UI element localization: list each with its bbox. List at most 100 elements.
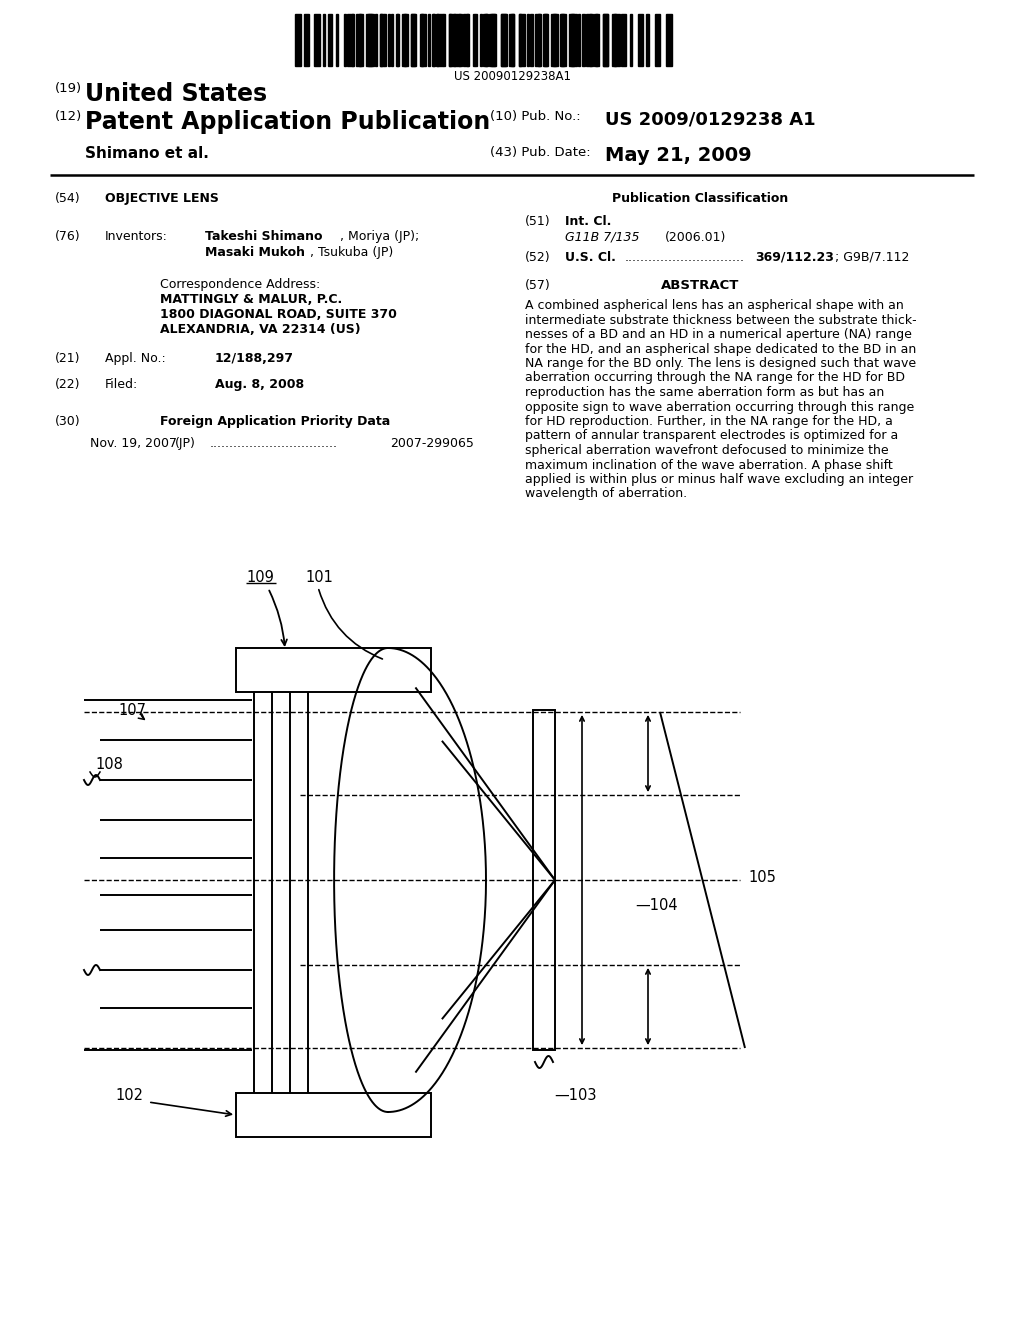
Bar	[421, 15, 423, 66]
Bar	[630, 15, 632, 66]
Bar	[570, 15, 577, 66]
Text: nesses of a BD and an HD in a numerical aperture (NA) range: nesses of a BD and an HD in a numerical …	[525, 327, 912, 341]
Text: 12/188,297: 12/188,297	[215, 352, 294, 366]
Bar	[638, 15, 642, 66]
Text: opposite sign to wave aberration occurring through this range: opposite sign to wave aberration occurri…	[525, 400, 914, 413]
Text: Patent Application Publication: Patent Application Publication	[85, 110, 490, 135]
Text: , Tsukuba (JP): , Tsukuba (JP)	[310, 246, 393, 259]
Bar	[603, 15, 608, 66]
Text: Appl. No.:: Appl. No.:	[105, 352, 166, 366]
Bar	[560, 15, 565, 66]
Bar	[543, 15, 548, 66]
Bar	[295, 15, 301, 66]
Text: (43) Pub. Date:: (43) Pub. Date:	[490, 147, 591, 158]
Bar	[621, 15, 626, 66]
Bar	[518, 15, 520, 66]
Text: maximum inclination of the wave aberration. A phase shift: maximum inclination of the wave aberrati…	[525, 458, 893, 471]
Bar	[596, 15, 598, 66]
Bar	[336, 15, 338, 66]
Text: 2007-299065: 2007-299065	[390, 437, 474, 450]
Bar	[454, 15, 460, 66]
Text: NA range for the BD only. The lens is designed such that wave: NA range for the BD only. The lens is de…	[525, 356, 916, 370]
Text: US 2009/0129238 A1: US 2009/0129238 A1	[605, 110, 816, 128]
Text: (19): (19)	[55, 82, 82, 95]
Text: (10) Pub. No.:: (10) Pub. No.:	[490, 110, 581, 123]
Bar	[645, 15, 648, 66]
Bar	[590, 15, 593, 66]
Text: ................................: ................................	[210, 437, 338, 450]
Text: ABSTRACT: ABSTRACT	[660, 279, 739, 292]
Bar	[431, 15, 433, 66]
Bar	[449, 15, 455, 66]
Bar	[467, 15, 469, 66]
Text: —104: —104	[635, 898, 678, 913]
Text: (52): (52)	[525, 251, 551, 264]
Bar	[411, 15, 415, 66]
Bar	[535, 15, 540, 66]
Bar	[582, 15, 585, 66]
Text: wavelength of aberration.: wavelength of aberration.	[525, 487, 687, 500]
Text: 105: 105	[748, 870, 776, 884]
Bar	[484, 15, 486, 66]
Text: applied is within plus or minus half wave excluding an integer: applied is within plus or minus half wav…	[525, 473, 913, 486]
Text: Foreign Application Priority Data: Foreign Application Priority Data	[160, 414, 390, 428]
Bar	[403, 15, 406, 66]
Bar	[479, 15, 481, 66]
Bar	[428, 15, 430, 66]
Text: 107: 107	[118, 704, 146, 718]
Bar	[328, 15, 332, 66]
Bar	[442, 15, 444, 66]
Text: spherical aberration wavefront defocused to minimize the: spherical aberration wavefront defocused…	[525, 444, 889, 457]
Bar	[534, 710, 555, 1049]
Bar	[611, 15, 615, 66]
Text: (54): (54)	[55, 191, 81, 205]
Text: Int. Cl.: Int. Cl.	[565, 215, 611, 228]
Bar	[411, 15, 416, 66]
Bar	[501, 15, 507, 66]
Text: Correspondence Address:: Correspondence Address:	[160, 279, 321, 290]
Bar	[344, 15, 346, 66]
Text: ; G9B/7.112: ; G9B/7.112	[835, 251, 909, 264]
Bar	[397, 15, 399, 66]
Bar	[236, 648, 431, 692]
Bar	[380, 15, 382, 66]
Text: US 20090129238A1: US 20090129238A1	[454, 70, 570, 83]
Bar	[509, 15, 514, 66]
Bar	[359, 15, 362, 66]
Text: ALEXANDRIA, VA 22314 (US): ALEXANDRIA, VA 22314 (US)	[160, 323, 360, 337]
Text: (JP): (JP)	[175, 437, 196, 450]
Bar	[314, 15, 319, 66]
Text: 102: 102	[115, 1088, 143, 1104]
Bar	[551, 15, 556, 66]
Text: Shimano et al.: Shimano et al.	[85, 147, 209, 161]
Text: 108: 108	[95, 756, 123, 772]
Bar	[366, 15, 372, 66]
Text: (57): (57)	[525, 279, 551, 292]
Bar	[323, 15, 325, 66]
Text: (76): (76)	[55, 230, 81, 243]
Text: Filed:: Filed:	[105, 378, 138, 391]
Bar	[437, 15, 443, 66]
Bar	[538, 15, 541, 66]
Text: Takeshi Shimano: Takeshi Shimano	[205, 230, 323, 243]
Bar	[463, 15, 468, 66]
Bar	[666, 15, 672, 66]
Bar	[449, 15, 451, 66]
Text: (30): (30)	[55, 414, 81, 428]
Text: United States: United States	[85, 82, 267, 106]
Text: (51): (51)	[525, 215, 551, 228]
Bar	[368, 15, 374, 66]
Text: MATTINGLY & MALUR, P.C.: MATTINGLY & MALUR, P.C.	[160, 293, 342, 306]
Bar	[346, 15, 352, 66]
Bar	[519, 15, 525, 66]
Text: Publication Classification: Publication Classification	[612, 191, 788, 205]
Text: Aug. 8, 2008: Aug. 8, 2008	[215, 378, 304, 391]
Text: Nov. 19, 2007: Nov. 19, 2007	[90, 437, 177, 450]
Bar	[614, 15, 620, 66]
Bar	[560, 15, 564, 66]
Text: OBJECTIVE LENS: OBJECTIVE LENS	[105, 191, 219, 205]
Bar	[391, 15, 393, 66]
Text: reproduction has the same aberration form as but has an: reproduction has the same aberration for…	[525, 385, 885, 399]
Bar	[472, 15, 474, 66]
Text: G11B 7/135: G11B 7/135	[565, 231, 640, 244]
